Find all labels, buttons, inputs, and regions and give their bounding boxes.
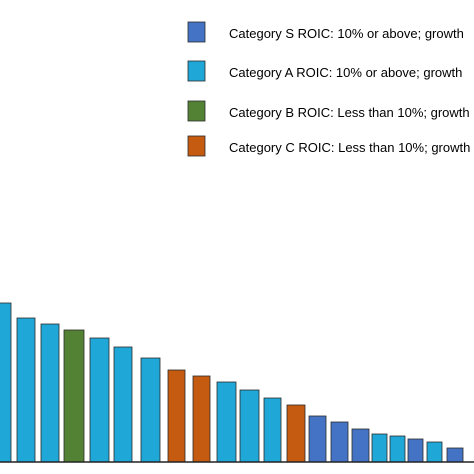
bar-20 bbox=[426, 441, 443, 463]
bar-2 bbox=[16, 317, 36, 463]
legend-label-s: Category S ROIC: 10% or above; growth bbox=[229, 26, 464, 41]
bar-14 bbox=[308, 415, 327, 463]
legend-label-b: Category B ROIC: Less than 10%; growth bbox=[229, 105, 470, 120]
bar-1 bbox=[0, 302, 12, 463]
bar-17 bbox=[371, 433, 388, 463]
bar-9 bbox=[192, 375, 211, 463]
bar-5 bbox=[89, 337, 110, 463]
bar-11 bbox=[239, 389, 260, 463]
legend-label-a: Category A ROIC: 10% or above; growth bbox=[229, 65, 462, 80]
legend-swatch-a bbox=[187, 60, 206, 82]
bar-7 bbox=[140, 357, 161, 463]
legend-swatch-s bbox=[187, 21, 206, 43]
bar-16 bbox=[351, 428, 370, 463]
bar-19 bbox=[407, 438, 424, 463]
legend-swatch-c bbox=[187, 135, 206, 157]
bar-15 bbox=[330, 421, 349, 463]
legend: Category S ROIC: 10% or above; growth Cat… bbox=[187, 21, 470, 157]
bar-18 bbox=[389, 435, 406, 463]
legend-label-c: Category C ROIC: Less than 10%; growth bbox=[229, 140, 470, 155]
bar-21 bbox=[446, 447, 464, 463]
bar-3 bbox=[40, 323, 60, 463]
bars bbox=[0, 302, 464, 463]
legend-swatch-b bbox=[187, 100, 206, 122]
bar-13 bbox=[286, 404, 306, 463]
bar-8 bbox=[167, 369, 186, 463]
bar-12 bbox=[263, 397, 282, 463]
bar-4 bbox=[63, 329, 85, 463]
bar-6 bbox=[113, 346, 133, 463]
bar-10 bbox=[216, 381, 237, 463]
